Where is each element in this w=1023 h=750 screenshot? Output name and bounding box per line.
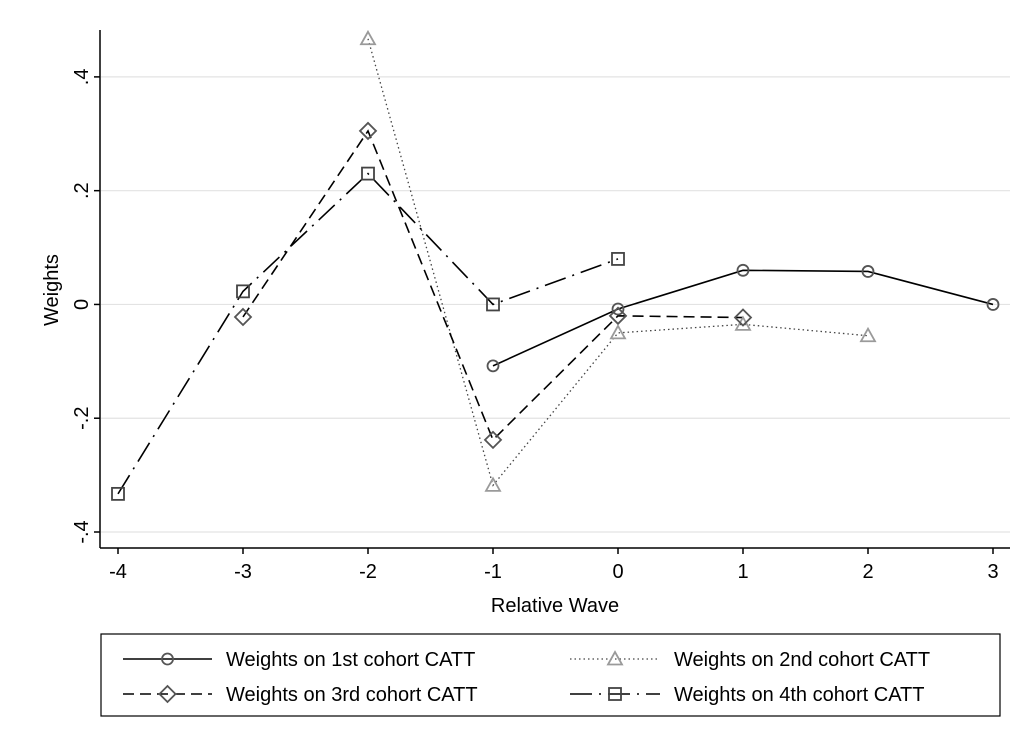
series-4-point	[611, 252, 625, 266]
y-tick-label: .2	[71, 182, 93, 199]
legend-label-1: Weights on 1st cohort CATT	[226, 649, 475, 671]
x-tick-label: -1	[484, 561, 502, 583]
legend-box	[100, 633, 1001, 717]
legend-label-4: Weights on 4th cohort CATT	[674, 684, 924, 706]
series-1-point	[611, 302, 625, 316]
series-2-point	[484, 476, 502, 492]
legend-label-3: Weights on 3rd cohort CATT	[226, 684, 478, 706]
x-tick-label: -3	[234, 561, 252, 583]
series-4-point	[111, 486, 125, 501]
y-tick-label: -.2	[71, 407, 93, 430]
series-3-point	[733, 308, 753, 327]
series-3-point	[358, 121, 378, 141]
y-tick-label: -.4	[71, 520, 93, 543]
x-axis-label: Relative Wave	[491, 595, 619, 617]
legend-marker-1	[161, 652, 174, 666]
series-line-3	[242, 129, 744, 442]
series-2-point	[734, 315, 752, 331]
legend: Weights on 1st cohort CATT Weights on 2nd…	[100, 633, 1001, 717]
y-tick-label: .4	[71, 69, 93, 86]
legend-marker-2	[606, 650, 624, 666]
legend-marker-4	[608, 687, 622, 701]
series-line-1	[492, 269, 994, 367]
series-3-point	[483, 430, 503, 450]
x-tick-label: 1	[737, 561, 748, 583]
series-4-point	[236, 284, 250, 299]
x-tick-label: -4	[109, 561, 127, 583]
legend-items: Weights on 1st cohort CATT Weights on 2nd…	[123, 649, 930, 706]
series-2-point	[859, 326, 877, 343]
series-lines	[117, 38, 994, 495]
x-ticks: -4 -3 -2 -1 0 1 2 3	[109, 548, 999, 583]
x-tick-label: -2	[359, 561, 377, 583]
x-tick-label: 2	[862, 561, 873, 583]
x-tick-label: 0	[612, 561, 623, 583]
y-ticks: -.4 -.2 0 .2 .4	[71, 69, 100, 544]
series-4-point	[486, 297, 500, 312]
legend-label-2: Weights on 2nd cohort CATT	[674, 649, 930, 671]
y-axis-label: Weights	[41, 254, 63, 326]
series-1-point	[861, 265, 875, 278]
series-3-point	[608, 306, 628, 326]
legend-marker-3	[158, 684, 177, 704]
y-tick-label: 0	[71, 299, 93, 310]
series-1-point	[986, 298, 1000, 311]
series-1-point	[486, 359, 500, 373]
series-line-2	[367, 38, 869, 487]
series-3-point	[233, 307, 253, 327]
series-1-point	[736, 263, 750, 277]
axes	[99, 30, 1010, 549]
x-tick-label: 3	[987, 561, 998, 583]
plot-area: -4 -3 -2 -1 0 1 2 3 -.4 -.2 0 .2 .4	[71, 29, 1010, 583]
series-2-point	[609, 324, 627, 340]
series-line-4	[117, 172, 619, 495]
series-2-point	[359, 29, 377, 46]
gridlines	[101, 76, 1010, 533]
series-markers	[111, 29, 1000, 501]
series-4-point	[361, 166, 375, 181]
